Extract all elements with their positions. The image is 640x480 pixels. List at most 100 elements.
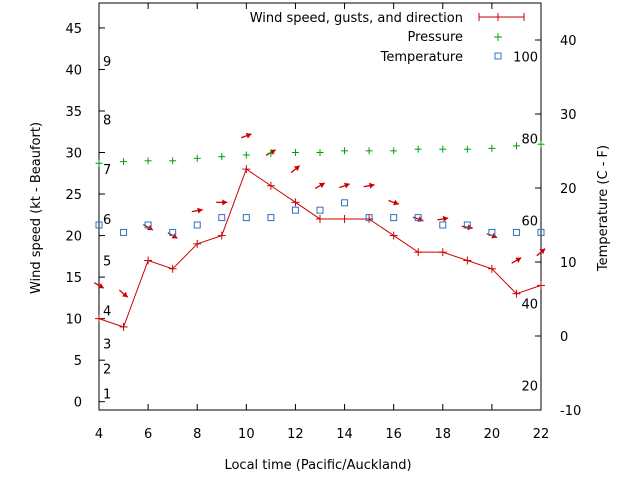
temperature-point xyxy=(169,228,177,236)
temperature-point xyxy=(242,214,250,222)
wind-direction-arrow xyxy=(93,282,105,289)
y-tick-label: 15 xyxy=(65,271,82,286)
x-tick-label: 8 xyxy=(193,427,201,442)
legend-label-pressure: Pressure xyxy=(407,30,463,45)
y-tick-label: 25 xyxy=(65,188,82,203)
temperature-point xyxy=(341,199,349,207)
beaufort-label: 4 xyxy=(103,304,111,319)
beaufort-label: 2 xyxy=(103,362,111,377)
pressure-point xyxy=(267,149,275,157)
pressure-point xyxy=(414,145,422,153)
y2-tick-label: 10 xyxy=(560,256,577,271)
pressure-point xyxy=(439,145,447,153)
y-tick-label: 30 xyxy=(65,147,82,162)
wind-direction-arrow xyxy=(240,132,252,139)
y-tick-label: 20 xyxy=(65,230,82,245)
pressure-point xyxy=(390,147,398,155)
legend-samples xyxy=(478,13,525,60)
beaufort-label: 8 xyxy=(103,113,111,128)
wind-speed-point xyxy=(266,181,275,190)
x-tick-label: 12 xyxy=(287,427,304,442)
x-tick-label: 16 xyxy=(385,427,402,442)
temperature-point xyxy=(488,228,496,236)
x-tick-label: 4 xyxy=(95,427,103,442)
arrow-head xyxy=(318,182,325,189)
legend-label-temperature: Temperature xyxy=(380,50,463,65)
beaufort-label: 6 xyxy=(103,213,111,228)
x-axis-label: Local time (Pacific/Auckland) xyxy=(224,458,411,473)
pressure-point xyxy=(218,153,226,161)
wind-direction-arrow xyxy=(412,216,424,222)
plot-frame xyxy=(98,2,542,411)
wind-direction-arrow xyxy=(314,182,326,190)
pressure-point xyxy=(537,140,545,148)
wind-direction-arrow xyxy=(118,289,129,298)
wind-speed-point xyxy=(316,214,324,223)
y2-axis-label: Temperature (C - F) xyxy=(596,145,611,272)
wind-speed-point xyxy=(217,231,226,240)
arrow-head xyxy=(539,248,546,255)
pressure-point xyxy=(512,142,520,150)
wind-speed-point xyxy=(537,281,545,290)
x-tick-label: 20 xyxy=(484,427,501,442)
pressure-point xyxy=(488,144,496,152)
pressure-point xyxy=(365,147,373,155)
y2-tick-label: 0 xyxy=(560,330,568,345)
wind-direction-arrow xyxy=(339,182,350,189)
y-tick-label: 10 xyxy=(65,313,82,328)
wind-direction-arrow xyxy=(437,215,449,222)
temperature-point xyxy=(144,221,152,229)
fahrenheit-label: 20 xyxy=(521,380,538,395)
arrow-head xyxy=(393,199,399,206)
y2-tick-label: 20 xyxy=(560,182,577,197)
pressure-point xyxy=(169,157,177,165)
temperature-point xyxy=(365,214,373,222)
temperature-point xyxy=(291,206,299,214)
temperature-point xyxy=(218,214,226,222)
beaufort-label: 3 xyxy=(103,338,111,353)
axes-layer xyxy=(98,2,542,411)
y2-tick-label: 40 xyxy=(560,34,577,49)
wind-speed-point xyxy=(95,314,103,323)
arrow-head xyxy=(369,182,375,189)
wind-speed-point xyxy=(119,322,128,331)
arrow-head xyxy=(515,257,522,263)
temperature-point xyxy=(537,228,545,236)
arrow-head xyxy=(222,199,228,206)
pressure-point xyxy=(463,145,471,153)
arrow-head xyxy=(293,165,300,172)
pressure-point xyxy=(144,157,152,165)
temperature-point xyxy=(316,206,324,214)
legend-sample-temperature xyxy=(494,52,502,60)
arrow-head xyxy=(442,215,449,222)
wind-speed-point xyxy=(512,289,521,298)
temperature-point xyxy=(120,228,128,236)
temperature-point xyxy=(463,221,471,229)
wind-speed-point xyxy=(193,239,202,248)
y-axis-label: Wind speed (kt - Beaufort) xyxy=(29,122,44,294)
wind-direction-arrow xyxy=(363,182,375,189)
x-tick-label: 14 xyxy=(336,427,353,442)
wind-speed-point xyxy=(389,231,398,240)
temperature-point xyxy=(439,221,447,229)
beaufort-label: 9 xyxy=(103,55,111,70)
y-tick-label: 0 xyxy=(74,396,82,411)
fahrenheit-label: 60 xyxy=(521,215,538,230)
y2-tick-label: 30 xyxy=(560,108,577,123)
wind-direction-arrow xyxy=(388,199,400,206)
y-tick-label: 40 xyxy=(65,63,82,78)
wind-speed-point xyxy=(291,198,300,207)
wind-speed-point xyxy=(242,165,251,174)
pressure-point xyxy=(291,149,299,157)
x-tick-label: 6 xyxy=(144,427,152,442)
pressure-point xyxy=(341,147,349,155)
wind-speed-point xyxy=(414,248,423,257)
beaufort-label: 5 xyxy=(103,254,111,269)
pressure-point xyxy=(95,159,103,167)
beaufort-label: 7 xyxy=(103,163,111,178)
y-tick-label: 35 xyxy=(65,105,82,120)
arrow-head xyxy=(122,291,128,298)
x-tick-label: 10 xyxy=(238,427,255,442)
wind-direction-arrow xyxy=(191,207,203,214)
